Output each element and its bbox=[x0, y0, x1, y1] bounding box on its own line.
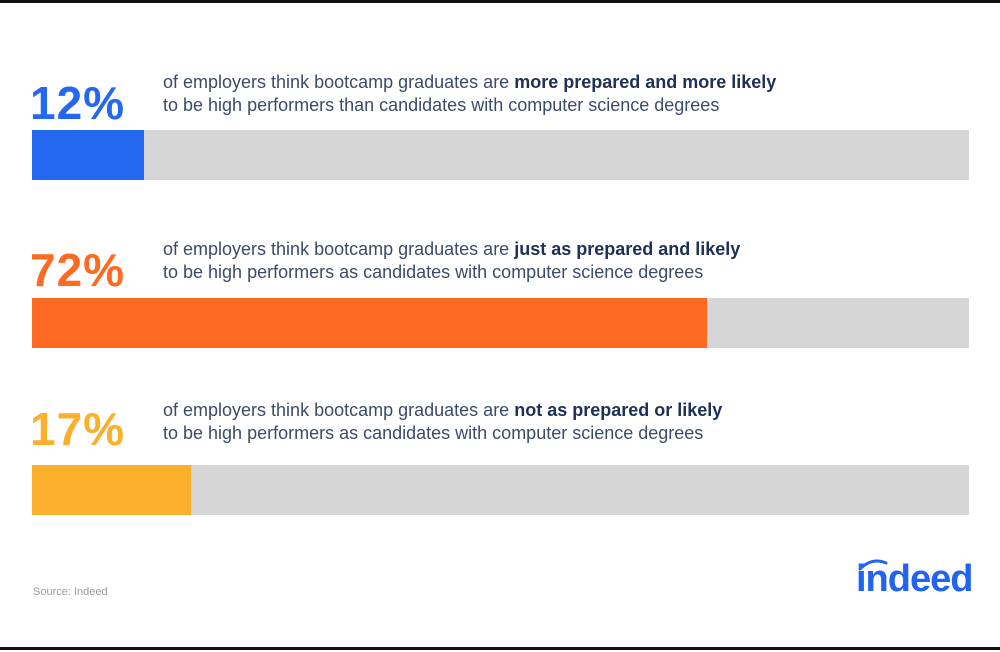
description-text: of employers think bootcamp graduates ar… bbox=[163, 239, 515, 259]
description-emphasis: just as prepared and likely bbox=[514, 239, 741, 259]
stat-description: of employers think bootcamp graduates ar… bbox=[163, 238, 740, 284]
percent-label: 17% bbox=[30, 403, 126, 455]
description-line-1: of employers think bootcamp graduates ar… bbox=[163, 71, 776, 94]
description-emphasis: more prepared and more likely bbox=[514, 72, 777, 92]
percent-label: 72% bbox=[30, 244, 126, 296]
bar-track bbox=[32, 298, 969, 348]
frame-bottom-border bbox=[0, 647, 1000, 650]
description-line-2: to be high performers as candidates with… bbox=[163, 262, 704, 282]
bar-fill bbox=[32, 298, 707, 348]
source-note: Source: Indeed bbox=[33, 586, 108, 598]
stat-description: of employers think bootcamp graduates ar… bbox=[163, 399, 722, 445]
logo-arc-icon bbox=[858, 559, 888, 571]
frame-top-border bbox=[0, 0, 1000, 3]
bar-track bbox=[32, 130, 969, 180]
description-line-2: to be high performers than candidates wi… bbox=[163, 95, 720, 115]
description-emphasis: not as prepared or likely bbox=[514, 400, 723, 420]
description-text: of employers think bootcamp graduates ar… bbox=[163, 400, 515, 420]
percent-label: 12% bbox=[30, 77, 126, 129]
description-line-1: of employers think bootcamp graduates ar… bbox=[163, 238, 740, 261]
bar-track bbox=[32, 465, 969, 515]
indeed-logo: indeed bbox=[856, 558, 973, 600]
description-line-1: of employers think bootcamp graduates ar… bbox=[163, 399, 722, 422]
description-line-2: to be high performers as candidates with… bbox=[163, 423, 704, 443]
description-text: of employers think bootcamp graduates ar… bbox=[163, 72, 515, 92]
bar-fill bbox=[32, 465, 192, 515]
bar-fill bbox=[32, 130, 145, 180]
stat-description: of employers think bootcamp graduates ar… bbox=[163, 71, 776, 117]
